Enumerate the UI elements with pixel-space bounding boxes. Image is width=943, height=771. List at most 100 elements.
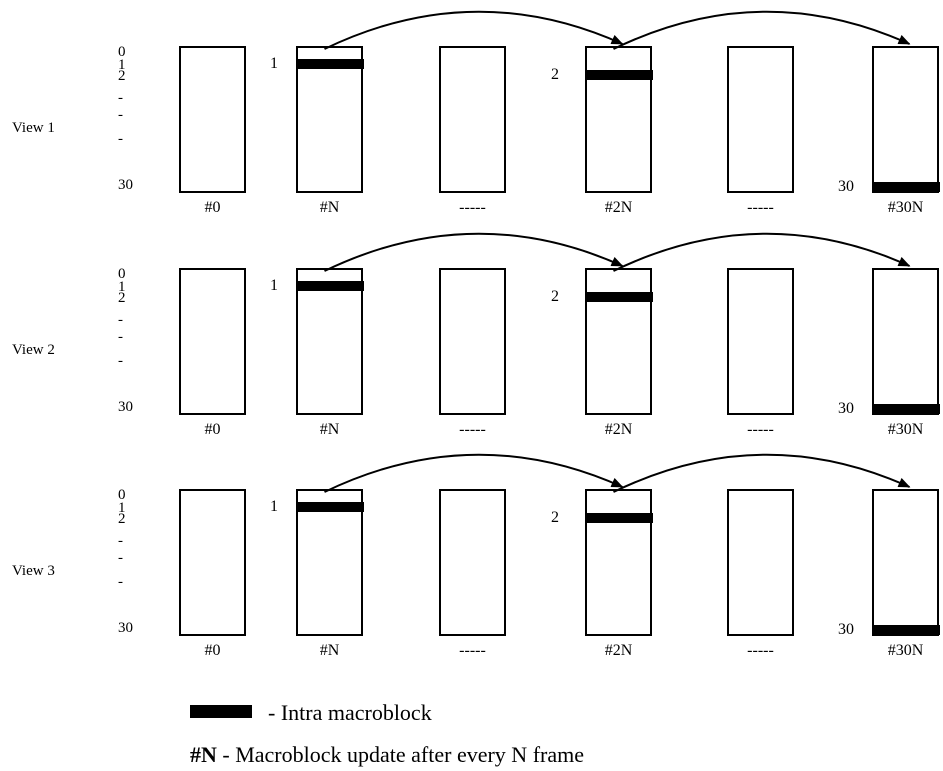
frame-label: -----	[459, 642, 486, 659]
frame-box	[439, 46, 506, 193]
row-label: 0	[118, 487, 126, 503]
frame: #2N 2	[551, 489, 653, 659]
frame-box	[727, 268, 794, 415]
row-label: -	[118, 353, 123, 369]
row-label: 30	[118, 620, 133, 636]
frame: #N 1	[270, 268, 364, 438]
frame-box	[585, 46, 652, 193]
view-label: View 1	[12, 120, 55, 136]
row-label: 2	[118, 290, 126, 306]
frame: #0	[179, 46, 246, 216]
macroblock-row-label: 1	[270, 55, 278, 72]
frame-box	[439, 489, 506, 636]
reference-arrow	[613, 453, 911, 493]
macroblock-row-label: 30	[838, 178, 854, 195]
frame: #2N 2	[551, 268, 653, 438]
frame-label: #30N	[888, 642, 924, 659]
legend: - Intra macroblock #N - Macroblock updat…	[190, 700, 584, 767]
frame-label: #0	[205, 642, 221, 659]
frame-box	[439, 268, 506, 415]
frame-label: -----	[459, 421, 486, 438]
row-label: 1	[118, 500, 126, 516]
legend-update-text: #N - Macroblock update after every N fra…	[190, 742, 584, 767]
intra-macroblock	[296, 59, 364, 69]
frame-box	[585, 489, 652, 636]
reference-arrow	[324, 10, 624, 50]
frame: -----	[727, 268, 794, 438]
row-label: 0	[118, 266, 126, 282]
reference-arrow	[324, 232, 624, 272]
frame-label: #2N	[605, 421, 633, 438]
frame: #0	[179, 489, 246, 659]
macroblock-row-label: 1	[270, 277, 278, 294]
frame-box	[179, 46, 246, 193]
frame-box	[872, 489, 939, 636]
frame: #2N 2	[551, 46, 653, 216]
frame-label: #30N	[888, 421, 924, 438]
macroblock-row-label: 2	[551, 288, 559, 305]
row-label: -	[118, 107, 123, 123]
frame: #30N 30	[838, 46, 940, 216]
row-label: -	[118, 533, 123, 549]
frame-label: -----	[459, 199, 486, 216]
legend-update-symbol: #N	[190, 742, 217, 767]
intra-macroblock	[585, 70, 653, 80]
frame: -----	[439, 268, 506, 438]
frame-label: #N	[320, 199, 340, 216]
row-label: -	[118, 90, 123, 106]
intra-macroblock	[585, 292, 653, 302]
intra-macroblock	[296, 502, 364, 512]
frame-label: #0	[205, 421, 221, 438]
frame-box	[727, 489, 794, 636]
row-label: 2	[118, 68, 126, 84]
legend-update-description: - Macroblock update after every N frame	[217, 742, 584, 767]
frame-box	[179, 268, 246, 415]
frame-label: -----	[747, 642, 774, 659]
row-label: 30	[118, 399, 133, 415]
frame: -----	[439, 46, 506, 216]
frame-label: #N	[320, 642, 340, 659]
row-label: -	[118, 329, 123, 345]
frame: -----	[727, 489, 794, 659]
frame: #0	[179, 268, 246, 438]
frame-label: -----	[747, 421, 774, 438]
view-label: View 3	[12, 563, 55, 579]
row-label: 2	[118, 511, 126, 527]
frame: #N 1	[270, 46, 364, 216]
row-label: -	[118, 131, 123, 147]
frame-label: #2N	[605, 199, 633, 216]
frame-box	[872, 46, 939, 193]
intra-macroblock	[585, 513, 653, 523]
row-label: 1	[118, 279, 126, 295]
frame-label: #30N	[888, 199, 924, 216]
row-label: 0	[118, 44, 126, 60]
intra-macroblock	[872, 625, 940, 635]
frame-label: #N	[320, 421, 340, 438]
row-label: 1	[118, 57, 126, 73]
frame-box	[296, 268, 363, 415]
frame: #30N 30	[838, 489, 940, 659]
view-label: View 2	[12, 342, 55, 358]
frame-box	[296, 489, 363, 636]
frame-box	[585, 268, 652, 415]
intra-macroblock	[296, 281, 364, 291]
row-label: -	[118, 550, 123, 566]
frame-label: #2N	[605, 642, 633, 659]
legend-intra-text: - Intra macroblock	[268, 700, 432, 725]
frame-box	[727, 46, 794, 193]
frame-box	[872, 268, 939, 415]
intra-macroblock	[872, 182, 940, 192]
intra-macroblock	[872, 404, 940, 414]
legend-intra-swatch	[190, 705, 252, 718]
frame: #N 1	[270, 489, 364, 659]
reference-arrow	[613, 232, 911, 272]
frame-box	[179, 489, 246, 636]
row-label: -	[118, 574, 123, 590]
macroblock-row-label: 2	[551, 509, 559, 526]
frame: -----	[439, 489, 506, 659]
row-label: -	[118, 312, 123, 328]
macroblock-row-label: 2	[551, 66, 559, 83]
